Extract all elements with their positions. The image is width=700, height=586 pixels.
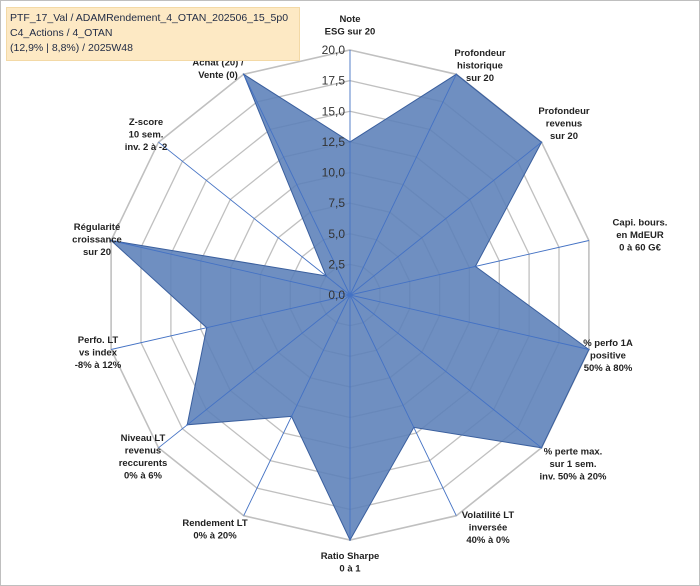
axis-label: Capi. bours. en MdEUR 0 à 60 G€ (613, 217, 668, 253)
axis-label-line: reccurents (119, 458, 168, 469)
axis-label: % perte max. sur 1 sem. inv. 50% à 20% (540, 447, 607, 483)
axis-label: Rendement LT 0% à 20% (182, 518, 247, 542)
axis-label-line: en MdEUR (616, 230, 664, 241)
title-line-2: C4_Actions / 4_OTAN (10, 27, 113, 39)
axis-label-line: sur 20 (550, 131, 578, 142)
axis-label-line: Capi. bours. (613, 217, 668, 228)
axis-label-line: 40% à 0% (466, 535, 510, 546)
axis-label-line: 0 à 1 (339, 564, 361, 575)
axis-label-line: Vente (0) (198, 70, 238, 81)
axis-label-line: -8% à 12% (75, 360, 122, 371)
axis-label-line: Ratio Sharpe (321, 551, 380, 562)
tick-label: 7,5 (328, 196, 345, 210)
axis-label-line: vs index (79, 348, 118, 359)
axis-label-line: Z-score (129, 117, 163, 128)
tick-label: 2,5 (328, 257, 345, 271)
axis-spoke (158, 141, 351, 296)
axis-spoke (349, 240, 590, 296)
axis-label-line: revenus (546, 119, 582, 130)
tick-label: 20,0 (322, 43, 346, 57)
tick-label: 15,0 (322, 104, 346, 118)
axis-label-line: Rendement LT (182, 518, 247, 529)
axis-label: Ratio Sharpe 0 à 1 (321, 551, 380, 575)
tick-label: 10,0 (322, 166, 346, 180)
axis-label-line: historique (457, 61, 503, 72)
title-line-1: PTF_17_Val / ADAMRendement_4_OTAN_202506… (10, 12, 289, 24)
axis-spoke (349, 141, 542, 296)
axis-label: Perfo. LT vs index -8% à 12% (75, 335, 122, 371)
axis-label-line: sur 20 (83, 247, 111, 258)
title-line-3: (12,9% | 8,8%) / 2025W48 (10, 42, 133, 54)
axis-label-line: 10 sem. (129, 130, 164, 141)
axis-label-line: Niveau LT (121, 433, 166, 444)
axis-label-line: 0% à 20% (193, 531, 237, 542)
axis-label: Profondeur revenus sur 20 (538, 106, 589, 142)
axis-label: Profondeur historique sur 20 (454, 48, 505, 84)
axis-spoke (243, 74, 351, 296)
tick-label: 12,5 (322, 135, 346, 149)
axis-label: Régularité croissance sur 20 (72, 222, 122, 258)
axis-spoke (349, 74, 457, 296)
tick-label: 17,5 (322, 74, 346, 88)
axis-label: Volatilité LT inversée 40% à 0% (462, 510, 515, 546)
axis-spoke (243, 294, 351, 516)
axis-label-line: Régularité (74, 222, 120, 233)
axis-label-line: 50% à 80% (584, 363, 633, 374)
axis-spoke (349, 294, 590, 350)
axis-label-line: revenus (125, 446, 161, 457)
axis-label: Z-score 10 sem. inv. 2 à -2 (125, 117, 168, 153)
axis-label-line: Achat (20) / (192, 58, 244, 69)
radar-axes (110, 50, 590, 540)
axis-label-line: inv. 2 à -2 (125, 142, 168, 153)
axis-label-line: Profondeur (538, 106, 589, 117)
axis-spoke (110, 240, 351, 296)
axis-label: Niveau LT revenus reccurents 0% à 6% (119, 433, 168, 482)
axis-spoke (349, 294, 542, 449)
chart-title-box: PTF_17_Val / ADAMRendement_4_OTAN_202506… (6, 7, 300, 61)
tick-label: 0,0 (328, 288, 345, 302)
axis-spoke (110, 294, 351, 350)
axis-label-line: positive (590, 350, 626, 361)
axis-label-line: ESG sur 20 (325, 27, 376, 38)
axis-label: % perfo 1A positive 50% à 80% (583, 338, 633, 374)
tick-label: 5,0 (328, 227, 345, 241)
axis-spoke (158, 294, 351, 449)
axis-label-line: sur 20 (466, 73, 494, 84)
axis-label-line: croissance (72, 235, 122, 246)
radial-tick-labels: 0,0 2,5 5,0 7,5 10,0 12,5 15,0 17,5 20,0 (322, 43, 346, 302)
axis-label: Note ESG sur 20 (325, 14, 376, 38)
axis-label-line: inversée (469, 523, 508, 534)
axis-label-line: 0% à 6% (124, 471, 163, 482)
axis-label-line: inv. 50% à 20% (540, 472, 607, 483)
axis-label-line: Note (339, 14, 360, 25)
axis-label-line: % perfo 1A (583, 338, 633, 349)
axis-label-line: Volatilité LT (462, 510, 515, 521)
axis-label-line: sur 1 sem. (550, 459, 597, 470)
axis-label-line: 0 à 60 G€ (619, 242, 661, 253)
axis-label-line: Perfo. LT (78, 335, 119, 346)
axis-spoke (349, 294, 457, 516)
axis-label-line: % perte max. (544, 447, 603, 458)
axis-label-line: Profondeur (454, 48, 505, 59)
